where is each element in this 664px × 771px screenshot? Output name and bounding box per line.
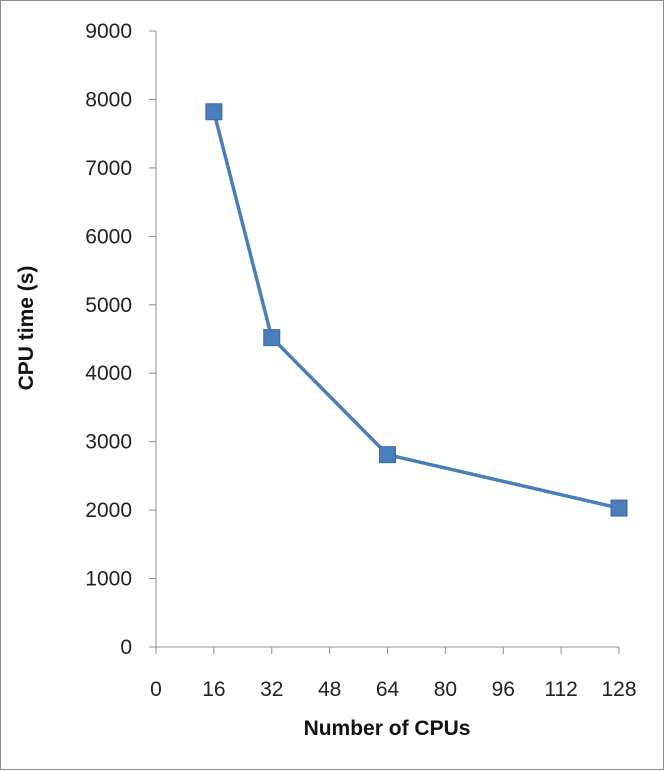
y-axis-ticks: 0 1000 2000 3000 4000 5000 6000 7000 8000 9000 xyxy=(85,20,156,659)
y-tick-label: 3000 xyxy=(85,431,132,454)
y-axis-title: CPU time (s) xyxy=(15,266,38,391)
x-axis-title: Number of CPUs xyxy=(304,717,471,740)
y-tick-label: 8000 xyxy=(85,88,132,111)
x-tick-label: 32 xyxy=(260,678,283,701)
x-tick-label: 64 xyxy=(376,678,400,701)
y-tick-label: 0 xyxy=(120,636,132,659)
y-tick-label: 5000 xyxy=(85,294,132,317)
data-point-marker xyxy=(610,499,628,517)
x-tick-label: 80 xyxy=(434,678,457,701)
y-tick-label: 2000 xyxy=(85,499,132,522)
series-layer xyxy=(205,103,628,517)
data-point-marker xyxy=(263,329,281,347)
y-tick-label: 6000 xyxy=(85,225,132,248)
x-tick-label: 112 xyxy=(544,678,577,701)
data-point-marker xyxy=(379,446,396,464)
x-tick-label: 48 xyxy=(318,678,341,701)
y-tick-label: 9000 xyxy=(85,20,132,43)
x-tick-label: 0 xyxy=(150,678,162,701)
x-tick-label: 96 xyxy=(492,678,515,701)
y-tick-label: 4000 xyxy=(85,362,132,385)
y-tick-label: 1000 xyxy=(85,568,132,591)
y-tick-label: 7000 xyxy=(85,157,132,180)
x-axis-ticks: 0 16 32 48 64 80 96 112 128 xyxy=(150,647,637,701)
x-tick-label: 128 xyxy=(601,678,636,701)
series-line xyxy=(212,111,620,510)
x-tick-label: 16 xyxy=(202,678,225,701)
data-point-marker xyxy=(205,103,223,121)
